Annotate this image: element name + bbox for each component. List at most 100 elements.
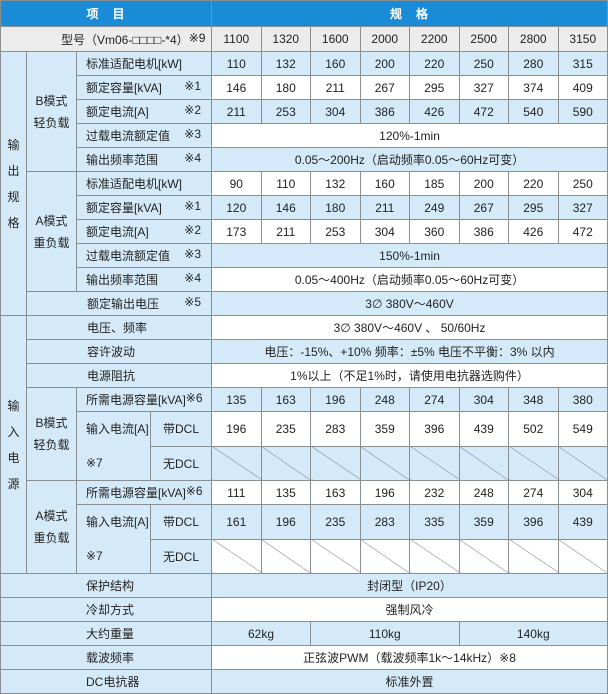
value-cell: 120 xyxy=(211,195,262,220)
label-wrap: 型号（Vm06-□□□□-*4） ※9 xyxy=(61,31,211,48)
table-row: 过载电流额定值 ※3 120%-1min xyxy=(1,123,608,148)
value-cell: 386 xyxy=(458,219,510,244)
label-wrap: 额定容量[kVA] ※1 xyxy=(86,199,211,216)
value-cell: 439 xyxy=(458,411,510,447)
value-cell: 160 xyxy=(359,171,411,196)
table-row: 无DCL xyxy=(1,538,608,574)
value-cell: 274 xyxy=(508,480,559,505)
table-row: 载波频率 正弦波PWM（载波频率1k～14kHz）※8 xyxy=(0,645,608,670)
footnote-mark: ※9 xyxy=(188,30,206,45)
value-cell: 327 xyxy=(557,195,608,220)
row-label-input-current: 输入电流[A] ※7 xyxy=(76,504,151,574)
value-cell: 111 xyxy=(211,480,262,505)
value-cell: 110 xyxy=(211,51,262,76)
header-item: 项 目 xyxy=(0,0,213,27)
table-row: 额定电流[A] ※2 211 253 304 386 426 472 540 590 xyxy=(1,99,608,124)
footnote-mark: ※1 xyxy=(184,79,202,93)
value-cell: 253 xyxy=(310,219,361,244)
value-cell: 253 xyxy=(260,99,312,124)
label-wrap: 额定容量[kVA] ※1 xyxy=(86,79,211,96)
value-span: 3∅ 380V～460V xyxy=(211,291,608,316)
value-cell: 295 xyxy=(508,195,559,220)
value-cell: 360 xyxy=(409,219,460,244)
value-cell: 283 xyxy=(359,504,411,540)
row-label: 额定电流[A] xyxy=(86,105,149,119)
empty-cell xyxy=(310,445,361,481)
value-cell: 374 xyxy=(508,75,559,100)
without-dcl-label: 无DCL xyxy=(149,538,213,574)
value-cell: 163 xyxy=(310,480,361,505)
empty-cell xyxy=(211,445,262,481)
value-cell: 146 xyxy=(211,75,262,100)
value-cell: 135 xyxy=(211,387,262,412)
row-label-capacity: 额定容量[kVA] ※1 xyxy=(75,75,213,100)
value-span: 110kg xyxy=(310,621,460,646)
model-label: 型号（Vm06-□□□□-*4） ※9 xyxy=(0,26,213,52)
row-label-current: 额定电流[A] ※2 xyxy=(75,219,213,244)
value-cell: 295 xyxy=(409,75,460,100)
value-cell: 250 xyxy=(557,171,608,196)
row-label-carrier: 载波频率 xyxy=(0,645,213,670)
empty-cell xyxy=(508,445,559,481)
value-cell: 590 xyxy=(557,99,608,124)
with-dcl-label: 带DCL xyxy=(149,411,213,447)
footnote-mark: ※3 xyxy=(184,127,202,141)
value-cell: 267 xyxy=(458,195,510,220)
row-label-capacity: 所需电源容量[kVA] ※6 xyxy=(75,480,213,505)
row-label: 额定容量[kVA] xyxy=(86,201,162,215)
table-row: B模式 轻负载 所需电源容量[kVA] ※6 135 163 196 248 274 304 34… xyxy=(1,387,608,481)
table-row: 额定容量[kVA] ※1 120 146 180 211 249 267 295 327 xyxy=(1,195,608,220)
value-span: 3∅ 380V～460V 、 50/60Hz xyxy=(211,315,608,340)
table-row: 输入电流[A] ※7 带DCL 196 235 283 359 396 439 502 549 xyxy=(1,411,608,481)
table-row: 冷却方式 强制风冷 xyxy=(0,597,608,622)
value-cell: 396 xyxy=(508,504,559,540)
value-span: 120%-1min xyxy=(211,123,608,148)
value-cell: 549 xyxy=(557,411,608,447)
row-label-voltage_freq: 电压、频率 xyxy=(25,315,213,340)
value-cell: 220 xyxy=(508,171,559,196)
value-cell: 280 xyxy=(508,51,559,76)
label-wrap: 额定输出电压 ※5 xyxy=(87,295,211,312)
label-wrap: 标准适配电机[kW] xyxy=(86,175,211,192)
value-cell: 304 xyxy=(557,480,608,505)
table-row: DC电抗器 标准外置 xyxy=(0,669,608,694)
value-cell: 1100 xyxy=(211,26,262,52)
table-row: 大约重量 62kg 110kg 140kg xyxy=(0,621,608,646)
table-row: 输出频率范围 ※4 0.05～400Hz（启动频率0.05～60Hz可变） xyxy=(1,267,608,292)
row-label-tolerance: 容许波动 xyxy=(25,339,213,364)
row-label: 过载电流额定值 xyxy=(86,129,171,143)
value-span: 150%-1min xyxy=(211,243,608,268)
row-label-input-current: 输入电流[A] ※7 xyxy=(76,411,151,481)
value-cell: 426 xyxy=(508,219,559,244)
table-row: A模式 重负载 所需电源容量[kVA] ※6 111 135 163 196 232 248 27… xyxy=(1,480,608,574)
mode-label: A模式 重负载 xyxy=(26,480,77,574)
value-span: 1%以上（不足1%时，请使用电抗器选购件） xyxy=(211,363,608,388)
footnote-mark: ※5 xyxy=(184,295,202,309)
value-cell: 274 xyxy=(409,387,460,412)
value-cell: 472 xyxy=(458,99,510,124)
row-label: 额定输出电压 xyxy=(87,297,160,311)
value-cell: 327 xyxy=(458,75,510,100)
value-cell: 426 xyxy=(409,99,460,124)
label-wrap: 过载电流额定值 ※3 xyxy=(86,247,211,264)
value-span: 正弦波PWM（载波频率1k～14kHz）※8 xyxy=(211,645,608,670)
value-span: 62kg xyxy=(211,621,312,646)
footnote-mark: ※6 xyxy=(185,391,203,405)
label-wrap: 输出频率范围 ※4 xyxy=(86,271,211,288)
row-label: 标准适配电机[kW] xyxy=(86,177,182,191)
value-cell: 196 xyxy=(310,387,361,412)
empty-cell xyxy=(211,538,262,574)
footnote-mark: ※2 xyxy=(184,223,202,237)
header-spec: 规 格 xyxy=(211,0,608,27)
group-output: 输出规格 xyxy=(0,51,27,316)
value-cell: 211 xyxy=(310,75,361,100)
value-cell: 3150 xyxy=(557,26,608,52)
row-label-freq: 输出频率范围 ※4 xyxy=(75,267,213,292)
table-row: 过载电流额定值 ※3 150%-1min xyxy=(1,243,608,268)
row-label-dc_reactor: DC电抗器 xyxy=(0,669,213,694)
value-cell: 185 xyxy=(409,171,460,196)
row-label-motor: 标准适配电机[kW] xyxy=(75,171,213,196)
mode-label: A模式 重负载 xyxy=(26,171,77,292)
value-cell: 132 xyxy=(260,51,312,76)
value-cell: 235 xyxy=(260,411,312,447)
